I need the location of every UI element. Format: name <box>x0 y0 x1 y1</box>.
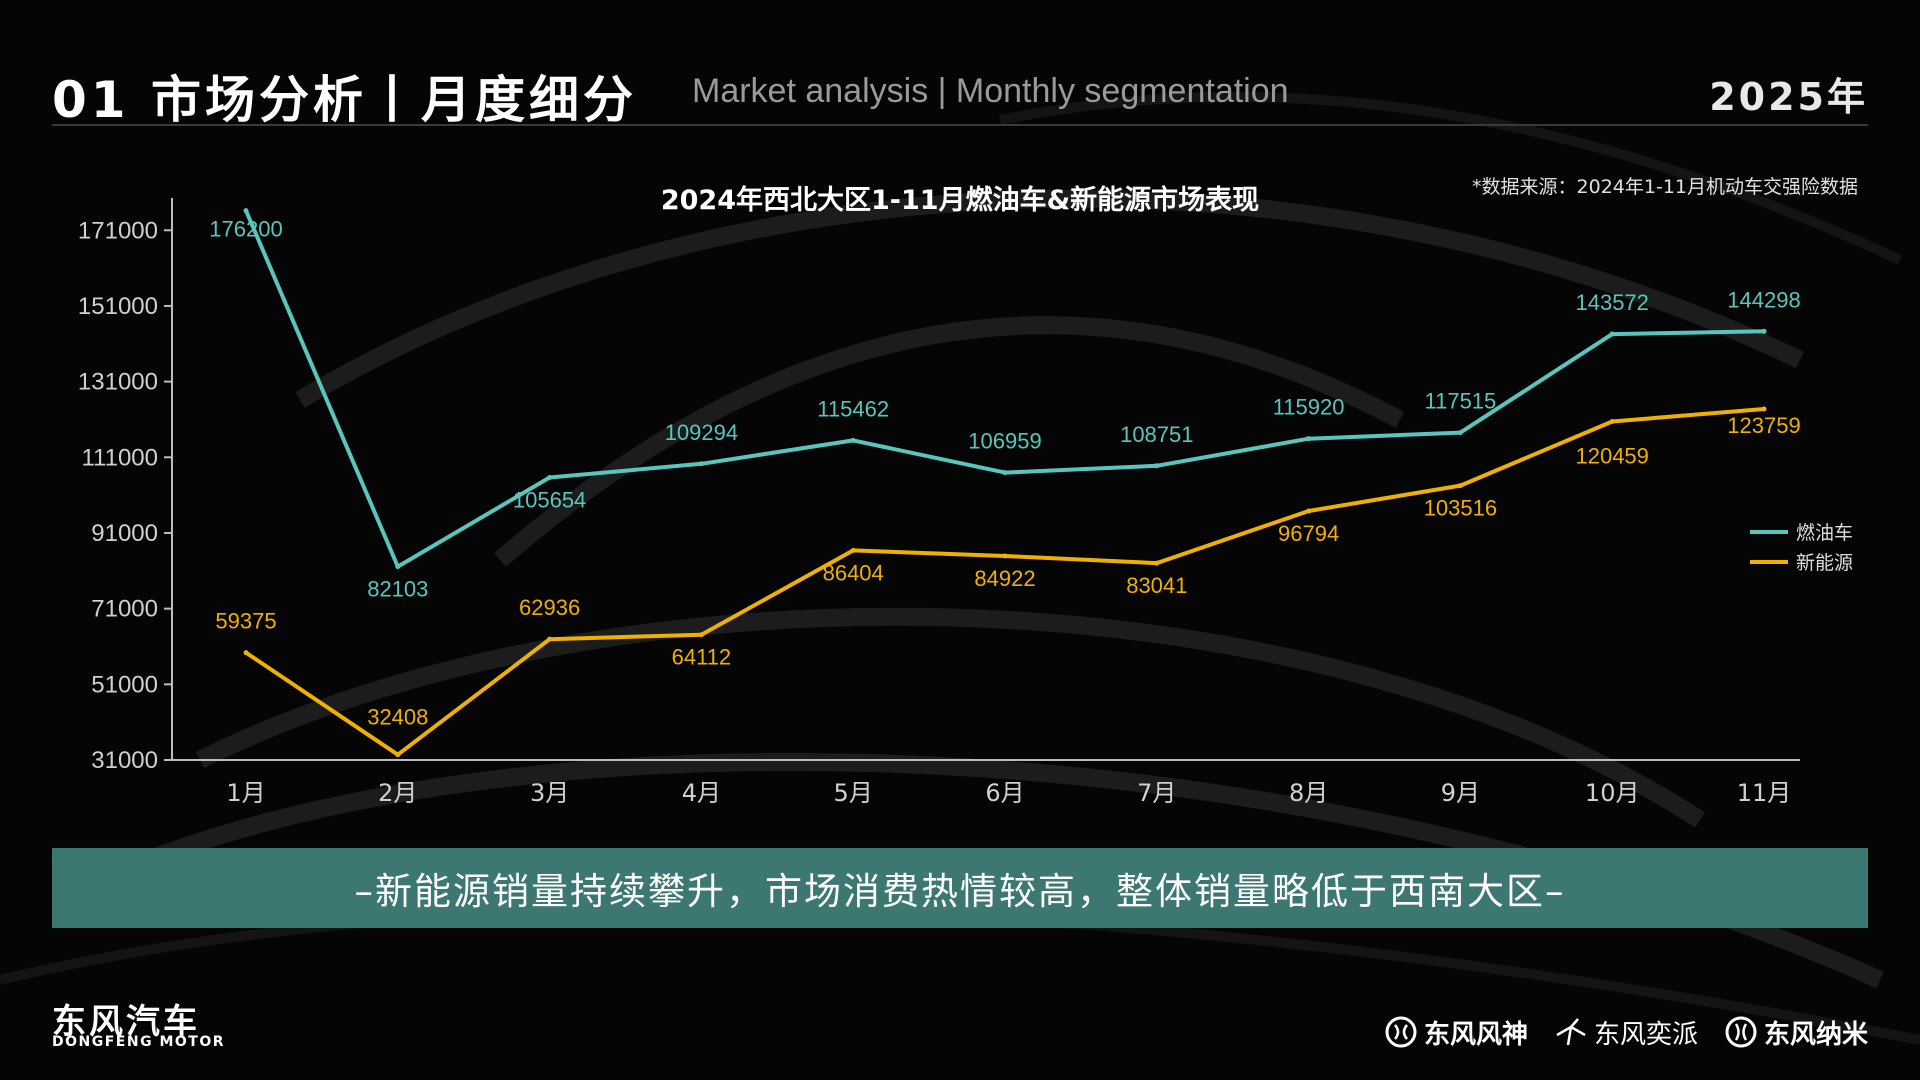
x-tick-label: 4月 <box>682 779 721 807</box>
dongfeng-motor-logo: 东风汽车 DONGFENG MOTOR <box>52 994 292 1054</box>
x-tick-label: 3月 <box>530 779 569 807</box>
legend-swatch-fuel <box>1750 530 1788 534</box>
data-point <box>1457 483 1463 489</box>
data-point <box>850 437 856 443</box>
x-tick-label: 9月 <box>1441 779 1480 807</box>
data-label: 144298 <box>1727 287 1800 312</box>
header-divider <box>52 124 1868 126</box>
data-label: 120459 <box>1575 444 1648 469</box>
data-label: 59375 <box>215 609 276 634</box>
data-label: 83041 <box>1126 573 1187 598</box>
y-tick-label: 111000 <box>81 444 158 471</box>
data-label: 86404 <box>823 560 884 585</box>
data-label: 143572 <box>1575 290 1648 315</box>
data-label: 64112 <box>672 645 732 670</box>
page-title: 01 市场分析丨月度细分 <box>52 71 637 129</box>
data-label: 84922 <box>974 566 1035 591</box>
y-tick-label: 171000 <box>78 217 158 244</box>
data-label: 117515 <box>1425 389 1497 414</box>
data-label: 108751 <box>1120 422 1193 447</box>
y-tick-label: 131000 <box>78 369 158 396</box>
data-point <box>1002 553 1008 559</box>
legend-item-nev: 新能源 <box>1750 548 1890 578</box>
legend-swatch-nev <box>1750 560 1788 564</box>
data-point <box>1306 436 1312 442</box>
brand-yipai: 东风奕派 <box>1554 1014 1698 1051</box>
year-label: 2025年 <box>1709 75 1868 119</box>
series-line-0 <box>244 209 1765 569</box>
data-label: 62936 <box>519 595 580 620</box>
data-point <box>1609 331 1615 337</box>
data-source-note: *数据来源：2024年1-11月机动车交强险数据 <box>1472 176 1858 198</box>
data-point <box>850 547 856 553</box>
data-point <box>243 650 249 656</box>
x-tick-label: 5月 <box>834 779 873 807</box>
brand-fengshen: 东风风神 <box>1384 1014 1528 1051</box>
data-label: 82103 <box>367 577 428 602</box>
x-tick-label: 7月 <box>1137 779 1176 807</box>
legend-label-fuel: 燃油车 <box>1796 522 1854 544</box>
x-tick-label: 8月 <box>1289 779 1328 807</box>
x-tick-label: 11月 <box>1737 779 1792 807</box>
y-tick-label: 71000 <box>91 596 158 623</box>
data-label: 106959 <box>968 429 1041 454</box>
conclusion-banner: –新能源销量持续攀升，市场消费热情较高，整体销量略低于西南大区– <box>52 848 1868 928</box>
data-label: 123759 <box>1727 413 1800 438</box>
data-point <box>547 475 553 481</box>
chart-legend: 燃油车 新能源 <box>1750 518 1890 578</box>
data-point <box>1609 419 1615 425</box>
brand-logos: 东风风神 东风奕派 东风纳米 <box>1358 1012 1868 1052</box>
data-label: 32408 <box>367 705 428 730</box>
data-point <box>547 636 553 642</box>
brand-nami: 东风纳米 <box>1724 1014 1868 1051</box>
y-tick-label: 51000 <box>91 671 158 698</box>
conclusion-text: –新能源销量持续攀升，市场消费热情较高，整体销量略低于西南大区– <box>354 870 1566 913</box>
legend-item-fuel: 燃油车 <box>1750 518 1890 548</box>
logo-text-en: DONGFENG MOTOR <box>52 1034 226 1050</box>
brand-name-nami: 东风纳米 <box>1763 1019 1868 1050</box>
data-point <box>395 564 401 570</box>
data-point <box>1154 463 1160 469</box>
dongfeng-nami-icon <box>1725 1016 1757 1048</box>
brand-name-fengshen: 东风风神 <box>1423 1019 1528 1050</box>
logo-text-cn: 东风汽车 <box>52 1002 200 1042</box>
page-header: 01 市场分析丨月度细分 Market analysis | Monthly s… <box>52 52 1868 129</box>
legend-label-nev: 新能源 <box>1796 552 1854 574</box>
x-tick-label: 1月 <box>226 779 265 807</box>
data-point <box>1761 406 1767 412</box>
y-tick-label: 151000 <box>78 293 158 320</box>
brand-name-yipai: 东风奕派 <box>1593 1019 1698 1050</box>
x-tick-label: 10月 <box>1585 779 1640 807</box>
data-point <box>698 632 704 638</box>
data-label: 109294 <box>665 420 738 445</box>
data-point <box>243 208 249 214</box>
chart-title: 2024年西北大区1-11月燃油车&新能源市场表现 <box>660 185 1260 216</box>
data-label: 115920 <box>1273 395 1345 420</box>
x-tick-label: 2月 <box>378 779 417 807</box>
data-point <box>395 752 401 758</box>
data-point <box>1154 560 1160 566</box>
data-label: 96794 <box>1278 521 1339 546</box>
data-label: 105654 <box>513 488 586 513</box>
y-tick-label: 91000 <box>91 520 158 547</box>
data-point <box>1457 430 1463 436</box>
y-tick-label: 31000 <box>91 747 158 774</box>
data-label: 176200 <box>209 217 282 242</box>
dongfeng-yipai-icon <box>1556 1018 1586 1046</box>
data-point <box>1002 470 1008 476</box>
page-subtitle: Market analysis | Monthly segmentation <box>692 72 1289 110</box>
dongfeng-fengshen-icon <box>1385 1016 1417 1048</box>
data-point <box>1306 508 1312 514</box>
data-label: 115462 <box>817 396 889 421</box>
data-point <box>698 461 704 467</box>
x-tick-label: 6月 <box>985 779 1024 807</box>
data-point <box>1761 328 1767 334</box>
data-label: 103516 <box>1424 496 1497 521</box>
